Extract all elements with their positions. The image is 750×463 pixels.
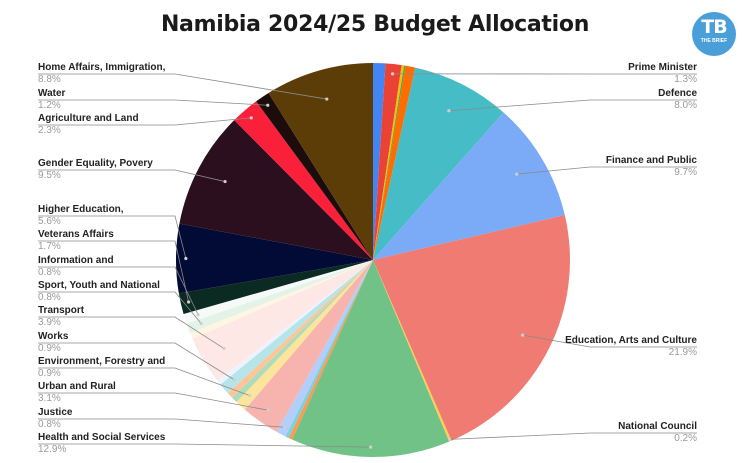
leader-line [522,334,697,348]
leader-dot [196,313,200,317]
pie-slice [373,63,386,260]
leader-line [38,291,202,324]
pie-slice [190,260,373,339]
leader-dot [187,300,191,304]
leader-dot [390,72,395,76]
leader-line [449,432,697,440]
pie-slice [176,223,373,294]
leader-line [516,166,697,175]
pie-slice [244,260,373,432]
logo-initials: TB [701,16,727,38]
label-information: Information and 0.8% [38,255,114,278]
pie-slice [183,260,373,324]
label-home-affairs: Home Affairs, Immigration, 8.8% [38,62,166,85]
pie-slice [373,65,406,260]
pie-slice [178,260,373,315]
pie-slice [373,65,416,261]
the-brief-logo: TB THE BRIEF [692,12,736,56]
leader-line [38,73,327,100]
leader-line [38,418,285,428]
leader-line [38,316,225,349]
label-agriculture: Agriculture and Land 2.3% [38,113,139,136]
label-environment: Environment, Forestry and 0.9% [38,356,166,379]
leader-dot [369,445,373,449]
leader-line [38,240,189,303]
leader-lines [38,73,697,448]
leader-dot [325,97,329,101]
pie-slice [227,260,373,398]
pie-slice [236,260,373,410]
pie-slice [217,260,373,385]
leader-dot [283,425,287,429]
leader-dot [232,378,237,382]
leader-line [38,392,269,411]
label-sport-youth: Sport, Youth and National 0.8% [38,280,160,303]
leader-dots [184,72,525,449]
label-prime-minister: Prime Minister 1.3% [628,62,697,85]
pie-slice [373,215,570,441]
leader-line [38,443,371,448]
leader-line [38,215,187,259]
pie-slice [288,260,373,440]
leader-line [38,99,268,106]
pie-slice [373,112,565,260]
leader-dot [184,256,188,261]
pie-slice [292,260,450,457]
label-urban-rural: Urban and Rural 3.1% [38,381,116,404]
pie-slice [192,260,373,381]
pie-slice [234,101,373,261]
chart-title: Namibia 2024/25 Budget Allocation [160,12,590,37]
label-gender-equality: Gender Equality, Povery 9.5% [38,158,153,181]
label-transport: Transport 3.9% [38,305,85,328]
pie-slice [179,120,373,260]
label-veterans-affairs: Veterans Affairs 1.7% [38,229,114,252]
leader-line [38,117,252,126]
leader-line [448,99,697,112]
leader-dot [223,179,227,184]
label-justice: Justice 0.8% [38,407,73,430]
pie-slice [232,260,373,403]
pie-slice [276,260,373,437]
pie-slice [373,67,504,260]
leader-dot [521,333,525,337]
label-education: Education, Arts and Culture 21.9% [565,335,697,358]
pie-slice [186,260,373,333]
leader-dot [248,394,252,398]
pie-slice [373,63,402,260]
leader-dot [447,437,452,441]
leader-dot [222,346,226,351]
label-defence: Defence 8.0% [658,88,697,111]
label-water: Water 1.2% [38,88,66,111]
leader-dot [266,408,270,412]
leader-line [38,266,199,315]
pie-slices [176,63,570,457]
pie-slice [373,65,405,260]
leader-dot [515,172,519,176]
label-works: Works 0.9% [38,331,69,354]
pie-slice [220,260,373,394]
leader-dot [199,321,203,326]
pie-slice [285,260,373,439]
label-health: Health and Social Services 12.9% [38,432,166,455]
pie-slice [268,63,373,260]
leader-dot [447,109,451,113]
leader-line [38,169,226,182]
label-higher-education: Higher Education, 5.6% [38,204,124,227]
leader-dot [266,103,270,107]
leader-line [38,367,251,397]
label-finance: Finance and Public 9.7% [605,155,697,178]
logo-subtext: THE BRIEF [700,38,728,44]
label-national-council: National Council 0.2% [618,421,697,444]
leader-line [38,342,235,381]
pie-slice [256,92,373,261]
leader-dot [249,116,253,120]
pie-slice [373,260,452,442]
